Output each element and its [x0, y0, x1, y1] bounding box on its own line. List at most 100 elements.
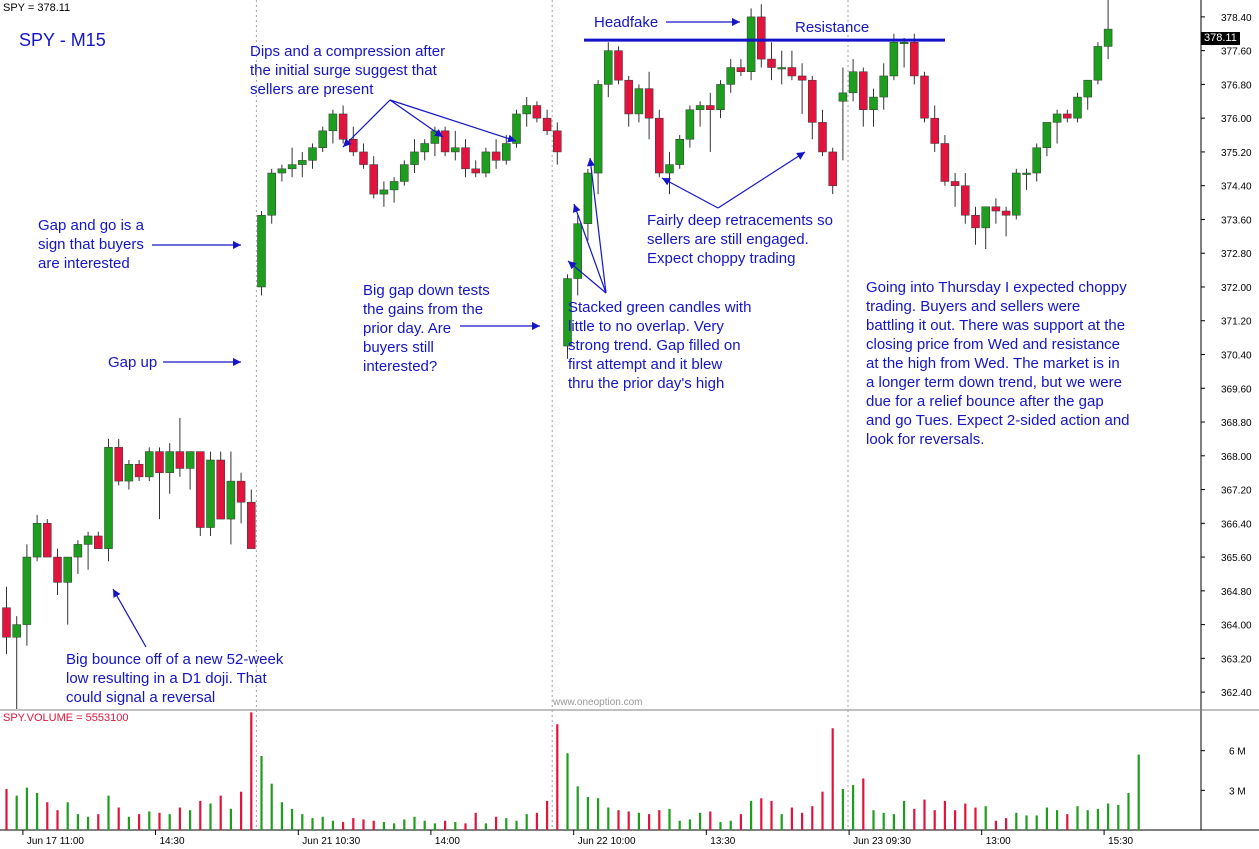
candle-body: [532, 105, 542, 119]
candle-body: [94, 535, 103, 549]
annotation-arrowhead: [662, 178, 671, 186]
x-tick-label: 13:00: [986, 836, 1011, 847]
candle-body: [859, 71, 868, 110]
arrow-headfake: [666, 18, 740, 26]
candle-body: [1042, 122, 1052, 148]
candle-body: [73, 544, 83, 558]
candle-body: [991, 206, 1001, 212]
candle-body: [726, 67, 735, 85]
annotation-big-bounce: Big bounce off of a new 52-week low resu…: [66, 651, 284, 706]
annotation-arrowhead: [796, 152, 805, 160]
candle-body: [420, 143, 429, 153]
candle-body: [185, 451, 195, 469]
y-tick-label: 372.80: [1221, 249, 1252, 260]
y-tick-label: 366.40: [1221, 519, 1252, 530]
volume-readout: SPY.VOLUME = 5553100: [3, 712, 129, 724]
candle-body: [675, 139, 684, 165]
candle-body: [461, 147, 470, 170]
annotation-headfake: Headfake: [594, 14, 659, 31]
annotation-arrowhead: [113, 589, 121, 598]
candle-body: [512, 113, 521, 144]
candle-body: [338, 113, 348, 140]
x-tick-label: 14:30: [160, 836, 185, 847]
x-tick-label: 13:30: [710, 836, 735, 847]
candle-body: [553, 130, 562, 153]
arrow-dips-1: [342, 99, 391, 148]
candle-body: [950, 181, 960, 186]
candle-body: [32, 523, 42, 558]
candle-body: [1012, 172, 1021, 216]
candle-body: [298, 160, 307, 165]
candle-body: [400, 164, 409, 182]
candle-body: [1032, 147, 1041, 174]
candle-body: [522, 105, 531, 115]
candle-body: [665, 164, 674, 174]
arrow-stacked-1: [586, 157, 607, 294]
candle-body: [379, 189, 389, 195]
candle-body: [43, 523, 52, 558]
annotation-arrowhead: [343, 138, 352, 147]
annotation-arrow-line: [342, 99, 391, 148]
candle-body: [614, 50, 623, 81]
y-tick-label: 377.60: [1221, 47, 1252, 58]
candle-body: [2, 607, 11, 638]
candle-body: [63, 556, 72, 583]
candle-body: [797, 75, 807, 81]
y-tick-label: 376.00: [1221, 114, 1252, 125]
y-tick-label: 363.20: [1221, 654, 1252, 665]
candle-body: [961, 185, 970, 216]
annotation-arrowhead: [532, 322, 540, 330]
candle-body: [175, 451, 185, 469]
candle-body: [757, 16, 766, 60]
y-tick-label: 362.40: [1221, 688, 1252, 699]
candle-body: [573, 223, 582, 279]
candle-body: [257, 214, 266, 288]
x-tick-label: 15:30: [1108, 836, 1133, 847]
candle-body: [869, 96, 878, 110]
candle-body: [451, 147, 460, 153]
candle-body: [787, 67, 797, 77]
x-tick-label: Jun 22 10:00: [578, 836, 636, 847]
y-tick-label: 370.40: [1221, 351, 1252, 362]
candle-body: [981, 206, 990, 229]
price-readout: SPY = 378.11: [3, 2, 71, 14]
annotation-thursday: Going into Thursday I expected choppy tr…: [866, 279, 1130, 448]
candle-body: [502, 143, 511, 161]
y-tick-label: 368.80: [1221, 418, 1252, 429]
x-tick-label: Jun 23 09:30: [853, 836, 911, 847]
annotation-arrow-line: [567, 260, 607, 294]
annotation-arrow-line: [112, 588, 147, 648]
candle-body: [838, 92, 848, 102]
y-tick-label: 374.40: [1221, 182, 1252, 193]
candle-body: [746, 16, 756, 72]
candle-body: [767, 58, 776, 68]
annotation-arrow-line: [573, 203, 607, 294]
annotation-arrowhead: [233, 241, 241, 249]
y-tick-label: 375.20: [1221, 148, 1252, 159]
candle-body: [308, 147, 317, 161]
candle-body: [1022, 172, 1031, 175]
annotation-arrowhead: [568, 261, 577, 270]
candle-body: [930, 117, 939, 144]
annotation-arrowhead: [572, 204, 581, 213]
candle-body: [777, 67, 786, 70]
candle-body: [145, 451, 154, 478]
candle-body: [685, 109, 695, 140]
candle-body: [563, 278, 572, 347]
candle-body: [389, 181, 399, 191]
annotation-arrowhead: [586, 158, 595, 167]
y-tick-label: 364.00: [1221, 621, 1252, 632]
annotation-arrow-line: [661, 177, 719, 209]
arrow-dips-2: [389, 99, 444, 138]
candle-body: [971, 214, 980, 229]
x-tick-label: Jun 21 10:30: [302, 836, 360, 847]
candle-body: [828, 151, 837, 186]
candle-body: [134, 463, 144, 478]
candle-body: [481, 151, 491, 174]
annotation-arrowhead: [732, 18, 740, 26]
candle-body: [124, 463, 134, 482]
candle-body: [471, 168, 480, 174]
candle-body: [879, 75, 888, 98]
candle-body: [83, 535, 93, 545]
